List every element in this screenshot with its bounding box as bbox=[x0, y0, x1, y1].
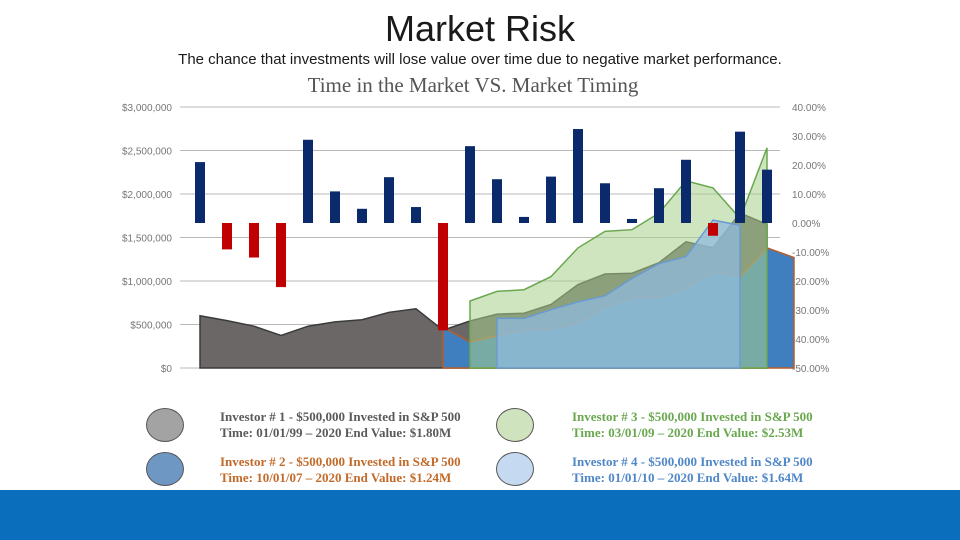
market-chart: Time in the Market VS. Market Timing $0 $… bbox=[122, 73, 829, 375]
right-axis-tick: 10.00% bbox=[792, 190, 826, 201]
return-bar bbox=[384, 177, 394, 223]
right-axis-tick: 0.00% bbox=[792, 219, 820, 230]
area-investor-4 bbox=[496, 219, 741, 369]
return-bar bbox=[195, 162, 205, 223]
left-axis-tick: $500,000 bbox=[130, 321, 172, 332]
left-axis-tick: $1,500,000 bbox=[122, 234, 172, 245]
right-axis-tick: -40.00% bbox=[792, 335, 829, 346]
legend-investor-2: Investor # 2 - $500,000 Invested in S&P … bbox=[220, 454, 461, 486]
return-bar bbox=[573, 129, 583, 223]
left-axis-tick: $2,000,000 bbox=[122, 190, 172, 201]
return-bar bbox=[735, 131, 745, 223]
legend-investor-3: Investor # 3 - $500,000 Invested in S&P … bbox=[572, 409, 813, 441]
footer-bar bbox=[0, 490, 960, 540]
right-axis-tick: -50.00% bbox=[792, 364, 829, 375]
return-bar bbox=[654, 188, 664, 223]
legend-investor-2-line1: Investor # 2 - $500,000 Invested in S&P … bbox=[220, 454, 461, 469]
return-bar bbox=[438, 223, 448, 331]
legend-investor-1: Investor # 1 - $500,000 Invested in S&P … bbox=[220, 409, 461, 441]
right-axis-tick: -30.00% bbox=[792, 306, 829, 317]
return-bar bbox=[249, 223, 259, 258]
return-bar bbox=[762, 169, 772, 223]
left-axis-tick: $0 bbox=[161, 364, 173, 375]
slide-subtitle: The chance that investments will lose va… bbox=[178, 51, 782, 68]
return-bar bbox=[303, 139, 313, 223]
right-axis-tick: 20.00% bbox=[792, 161, 826, 172]
return-bar bbox=[330, 191, 340, 223]
slide-title: Market Risk bbox=[384, 8, 576, 49]
left-axis-tick: $1,000,000 bbox=[122, 277, 172, 288]
left-axis-tick: $3,000,000 bbox=[122, 103, 172, 114]
return-bar bbox=[492, 179, 502, 223]
investor-2-dot bbox=[146, 452, 184, 486]
return-bar bbox=[519, 216, 529, 223]
investor-3-dot bbox=[496, 408, 534, 442]
return-bar bbox=[600, 183, 610, 223]
return-bar bbox=[276, 223, 286, 288]
return-bar bbox=[546, 176, 556, 223]
return-bar bbox=[411, 207, 421, 223]
return-bar bbox=[357, 208, 367, 223]
legend-investor-4-line2: Time: 01/01/10 – 2020 End Value: $1.64M bbox=[572, 470, 804, 485]
investor-1-dot bbox=[146, 408, 184, 442]
legend-investor-1-line1: Investor # 1 - $500,000 Invested in S&P … bbox=[220, 409, 461, 424]
legend-investor-1-line2: Time: 01/01/99 – 2020 End Value: $1.80M bbox=[220, 425, 452, 440]
right-axis-tick: -10.00% bbox=[792, 248, 829, 259]
right-axis-tick: 30.00% bbox=[792, 132, 826, 143]
legend-investor-3-line1: Investor # 3 - $500,000 Invested in S&P … bbox=[572, 409, 813, 424]
return-bar bbox=[465, 146, 475, 223]
legend-investor-4-line1: Investor # 4 - $500,000 Invested in S&P … bbox=[572, 454, 813, 469]
return-bar bbox=[708, 223, 718, 236]
left-axis-tick: $2,500,000 bbox=[122, 147, 172, 158]
right-axis-tick: -20.00% bbox=[792, 277, 829, 288]
return-bar bbox=[627, 218, 637, 223]
legend-investor-4: Investor # 4 - $500,000 Invested in S&P … bbox=[572, 454, 813, 486]
chart-title: Time in the Market VS. Market Timing bbox=[308, 73, 639, 97]
legend-investor-2-line2: Time: 10/01/07 – 2020 End Value: $1.24M bbox=[220, 470, 452, 485]
investor-4-dot bbox=[496, 452, 534, 486]
return-bar bbox=[222, 223, 232, 250]
legend-investor-3-line2: Time: 03/01/09 – 2020 End Value: $2.53M bbox=[572, 425, 804, 440]
right-axis-tick: 40.00% bbox=[792, 103, 826, 114]
return-bar bbox=[681, 159, 691, 223]
